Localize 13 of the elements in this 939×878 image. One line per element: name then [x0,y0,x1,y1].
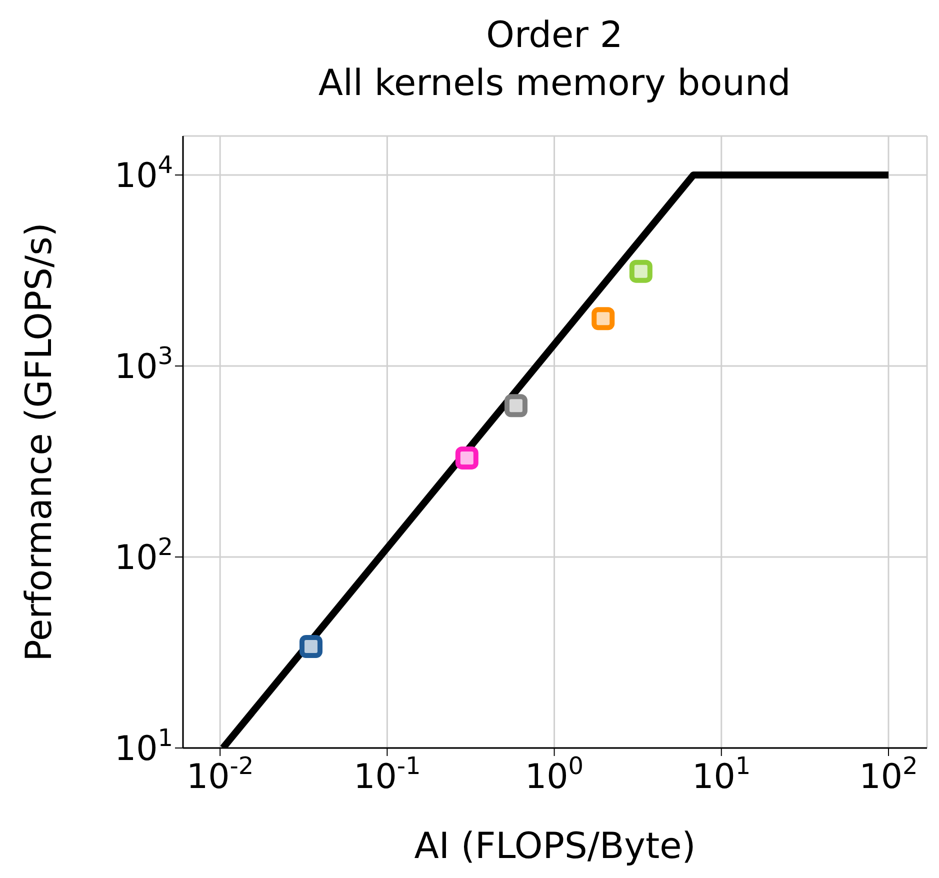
x-axis-title: AI (FLOPS/Byte) [414,826,696,867]
x-tick-label: 10$^{0}$ [525,752,584,797]
x-tick-label: 10$^{-1}$ [354,752,421,797]
y-tick-label: 10$^{4}$ [114,150,173,196]
y-tick-label: 10$^{3}$ [114,342,173,387]
chart-subtitle: All kernels memory bound [317,62,792,106]
y-tick-label: 10$^{2}$ [114,532,173,578]
x-tick-label: 10$^{1}$ [692,752,751,797]
y-axis-title: Performance (GFLOPS/s) [18,222,60,662]
chart-title: Order 2 [485,14,624,58]
x-tick-label: 10$^{-2}$ [186,752,254,797]
y-tick-label: 10$^{1}$ [114,724,173,769]
x-tick-label: 10$^{2}$ [859,752,918,797]
